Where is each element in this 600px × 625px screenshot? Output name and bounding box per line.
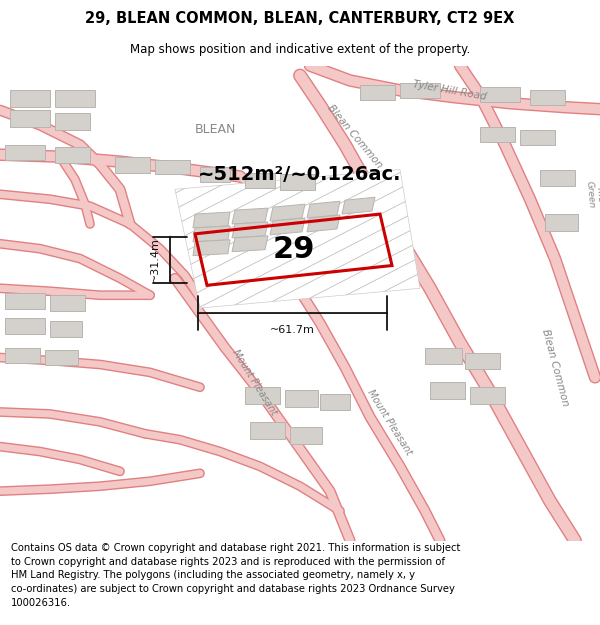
Polygon shape bbox=[425, 348, 462, 364]
Text: ~512m²/~0.126ac.: ~512m²/~0.126ac. bbox=[198, 165, 402, 184]
Polygon shape bbox=[200, 166, 230, 182]
Polygon shape bbox=[470, 388, 505, 404]
Polygon shape bbox=[270, 218, 305, 235]
Polygon shape bbox=[307, 215, 340, 232]
Text: BLEAN: BLEAN bbox=[194, 124, 236, 136]
Text: 29, BLEAN COMMON, BLEAN, CANTERBURY, CT2 9EX: 29, BLEAN COMMON, BLEAN, CANTERBURY, CT2… bbox=[85, 11, 515, 26]
Polygon shape bbox=[480, 88, 520, 103]
Polygon shape bbox=[10, 110, 50, 127]
Polygon shape bbox=[250, 422, 285, 439]
Polygon shape bbox=[465, 352, 500, 369]
Polygon shape bbox=[285, 390, 318, 407]
Text: Blean Common: Blean Common bbox=[326, 103, 385, 171]
Text: The
Green: The Green bbox=[584, 180, 600, 209]
Text: 29: 29 bbox=[272, 235, 315, 264]
Polygon shape bbox=[193, 240, 230, 256]
Text: Mount Pleasant: Mount Pleasant bbox=[366, 388, 414, 456]
Polygon shape bbox=[193, 226, 230, 242]
Polygon shape bbox=[55, 147, 90, 162]
Text: Contains OS data © Crown copyright and database right 2021. This information is : Contains OS data © Crown copyright and d… bbox=[11, 543, 460, 608]
Polygon shape bbox=[45, 349, 78, 366]
Polygon shape bbox=[307, 201, 340, 218]
Polygon shape bbox=[430, 382, 465, 399]
Polygon shape bbox=[545, 214, 578, 231]
Polygon shape bbox=[245, 173, 275, 188]
Polygon shape bbox=[520, 130, 555, 145]
Polygon shape bbox=[5, 293, 45, 309]
Polygon shape bbox=[5, 318, 45, 334]
Polygon shape bbox=[10, 91, 50, 108]
Polygon shape bbox=[360, 86, 395, 100]
Text: Tyler Hill Road: Tyler Hill Road bbox=[412, 79, 488, 102]
Polygon shape bbox=[50, 321, 82, 337]
Polygon shape bbox=[280, 174, 315, 190]
Polygon shape bbox=[155, 159, 190, 174]
Polygon shape bbox=[193, 212, 230, 228]
Polygon shape bbox=[175, 169, 420, 308]
Polygon shape bbox=[232, 222, 268, 238]
Text: Mount Pleasant: Mount Pleasant bbox=[231, 348, 279, 417]
Polygon shape bbox=[342, 198, 375, 214]
Polygon shape bbox=[480, 127, 515, 142]
Polygon shape bbox=[55, 113, 90, 130]
Polygon shape bbox=[320, 394, 350, 410]
Polygon shape bbox=[232, 236, 268, 252]
Polygon shape bbox=[232, 208, 268, 224]
Polygon shape bbox=[245, 388, 280, 404]
Polygon shape bbox=[530, 91, 565, 105]
Polygon shape bbox=[5, 348, 40, 362]
Polygon shape bbox=[50, 295, 85, 311]
Text: Map shows position and indicative extent of the property.: Map shows position and indicative extent… bbox=[130, 42, 470, 56]
Polygon shape bbox=[270, 204, 305, 221]
Polygon shape bbox=[290, 427, 322, 444]
Polygon shape bbox=[115, 157, 150, 172]
Text: ~31.4m: ~31.4m bbox=[150, 237, 160, 282]
Polygon shape bbox=[540, 169, 575, 186]
Text: ~61.7m: ~61.7m bbox=[270, 325, 315, 335]
Polygon shape bbox=[5, 145, 45, 159]
Polygon shape bbox=[55, 91, 95, 108]
Text: Blean Common: Blean Common bbox=[540, 328, 570, 407]
Polygon shape bbox=[400, 83, 440, 98]
